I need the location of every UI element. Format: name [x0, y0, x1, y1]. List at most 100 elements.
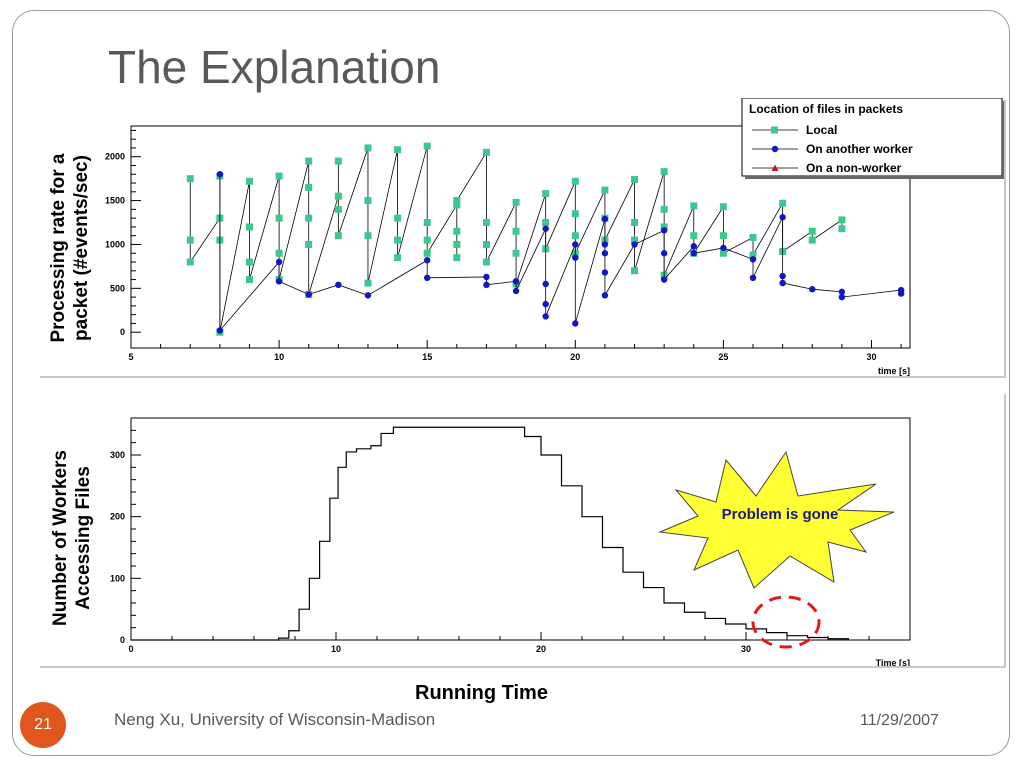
starburst-text: Problem is gone	[722, 506, 839, 523]
data-point-another-worker	[779, 279, 786, 287]
starburst-callout	[658, 450, 895, 589]
data-point-another-worker	[749, 274, 757, 282]
x-caption: Running Time	[415, 682, 548, 704]
data-point-local	[571, 177, 579, 185]
data-point-another-worker	[542, 280, 549, 288]
series-line-on-another-worker	[219, 174, 902, 332]
legend-shadow	[1002, 101, 1005, 179]
data-point-another-worker	[690, 250, 697, 257]
legend: Location of files in packets Local On ano…	[741, 97, 1005, 179]
x-tick-label: 15	[422, 352, 432, 362]
y-tick-label: 500	[110, 283, 125, 293]
legend-shadow	[745, 176, 1005, 179]
data-point-local	[423, 219, 431, 227]
legend-entry-label: On a non-worker	[806, 161, 902, 175]
data-point-another-worker	[512, 278, 520, 285]
x-tick-label: 20	[536, 644, 546, 654]
data-point-another-worker	[838, 293, 846, 301]
data-point-local	[453, 254, 461, 262]
data-point-another-worker	[749, 256, 757, 263]
x-axis-label: Time [s]	[876, 658, 910, 666]
ylabel-bottom: Number of Workers Accessing Files	[48, 398, 96, 678]
series-group	[131, 426, 850, 641]
data-point-local	[364, 197, 372, 205]
data-point-local	[453, 197, 461, 205]
data-point-local	[394, 254, 402, 262]
data-point-local	[482, 219, 490, 227]
data-point-local	[453, 201, 461, 209]
data-point-local	[275, 249, 283, 257]
dashed-ellipse-marker	[751, 595, 821, 649]
x-tick-label: 5	[128, 352, 133, 362]
data-point-another-worker	[660, 227, 668, 234]
data-point-local	[512, 227, 520, 235]
data-point-local	[275, 172, 283, 180]
data-point-another-worker	[660, 250, 668, 257]
data-point-local	[334, 192, 342, 200]
data-point-local	[394, 214, 402, 222]
data-point-local	[305, 157, 313, 165]
data-point-local	[660, 205, 668, 213]
data-point-local	[334, 205, 342, 213]
data-point-local	[808, 227, 816, 235]
data-point-local	[482, 258, 490, 266]
data-point-another-worker	[542, 300, 549, 308]
data-point-another-worker	[601, 241, 609, 248]
y-tick-label: 300	[110, 450, 125, 460]
x-tick-label: 10	[274, 352, 284, 362]
legend-box	[741, 97, 1003, 177]
y-tick-label: 200	[110, 512, 125, 522]
data-point-local	[245, 276, 253, 284]
plot-frame	[130, 125, 911, 349]
data-point-local	[542, 219, 550, 227]
data-point-another-worker	[660, 276, 668, 283]
data-point-local	[453, 240, 461, 248]
data-point-another-worker	[897, 290, 905, 297]
legend-title: Location of files in packets	[749, 102, 903, 116]
data-point-local	[838, 216, 846, 224]
data-point-local	[423, 249, 431, 257]
y-tick-label: 0	[120, 635, 125, 645]
data-point-local	[631, 176, 639, 184]
data-point-another-worker	[601, 215, 609, 223]
data-point-local	[245, 177, 253, 185]
legend-marker	[771, 145, 779, 153]
y-tick-label: 0	[120, 327, 125, 337]
data-point-local	[482, 148, 490, 156]
data-point-local	[305, 183, 313, 191]
processing-rate-chart: 5 10 15 20 25 30 0 500 1000 1500 2000 time [s] Loca…	[105, 97, 1005, 376]
data-point-local	[690, 232, 698, 240]
data-point-another-worker	[838, 288, 846, 296]
axes: 5 10 15 20 25 30 0 500 1000 1500 2000 time [s]	[105, 125, 911, 376]
x-tick-label: 20	[570, 352, 580, 362]
data-point-another-worker	[275, 258, 283, 266]
data-point-local	[601, 186, 609, 194]
x-tick-label: 30	[866, 352, 876, 362]
data-point-another-worker	[779, 214, 786, 221]
data-point-another-worker	[572, 320, 579, 327]
chart-panel-bottom: 0 10 20 30 0 100 200 300 Time [s] Problem is gon…	[38, 392, 1004, 668]
data-point-local	[305, 240, 313, 248]
data-point-local	[394, 146, 402, 154]
data-point-another-worker	[601, 292, 609, 299]
data-point-another-worker	[631, 241, 638, 248]
data-point-local	[512, 249, 520, 257]
data-point-another-worker	[423, 257, 431, 264]
slide-frame	[12, 10, 1010, 756]
legend-marker	[771, 164, 779, 171]
data-point-another-worker	[779, 272, 786, 280]
data-point-local	[245, 223, 253, 231]
slide-number: 21	[20, 702, 66, 748]
footer-text: Neng Xu, University of Wisconsin-Madison	[114, 710, 436, 729]
ylabel-top-text: Processing rate for a packet (#events/se…	[48, 153, 92, 343]
data-point-local	[423, 142, 431, 150]
data-point-local	[275, 214, 283, 222]
data-point-another-worker	[335, 281, 342, 289]
data-point-local	[571, 210, 579, 218]
data-point-another-worker	[423, 274, 431, 282]
data-point-local	[334, 232, 342, 240]
slide-title: The Explanation	[108, 41, 441, 93]
ylabel-top: Processing rate for a packet (#events/se…	[46, 103, 94, 393]
data-point-local	[808, 236, 816, 244]
y-tick-label: 100	[110, 573, 125, 583]
